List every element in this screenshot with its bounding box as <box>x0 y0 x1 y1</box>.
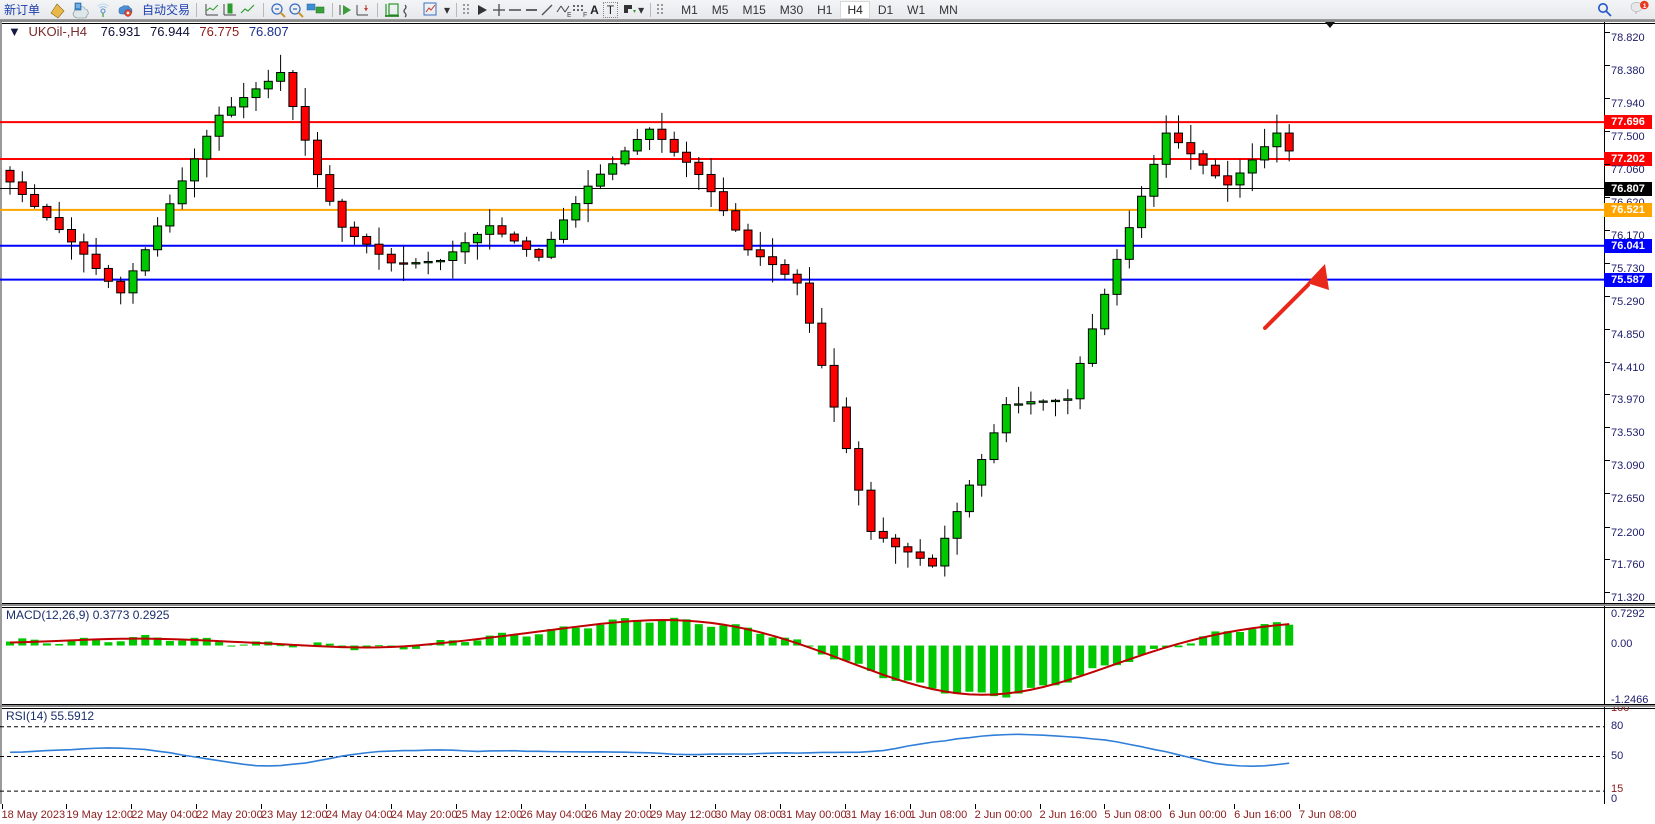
svg-text:1: 1 <box>1643 2 1647 9</box>
svg-text:F: F <box>583 12 587 18</box>
